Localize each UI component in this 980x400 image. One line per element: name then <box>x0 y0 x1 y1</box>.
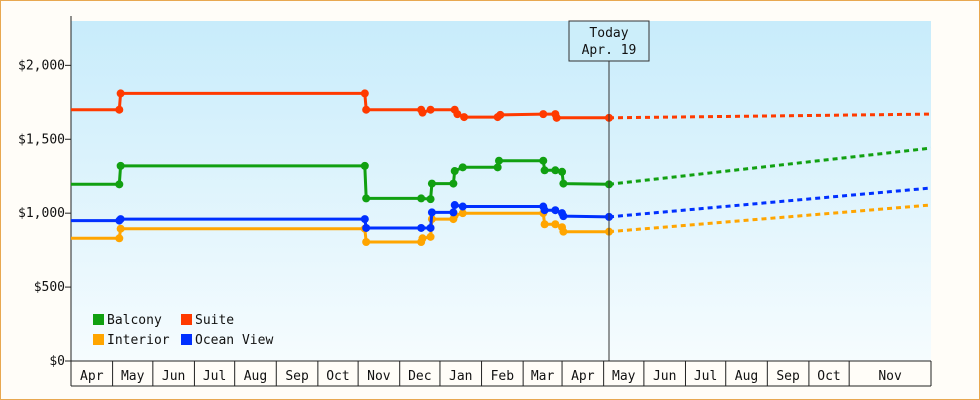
data-point-suite <box>115 105 124 114</box>
data-point-balcony <box>449 179 458 188</box>
data-point-interior <box>426 232 435 241</box>
legend-swatch-balcony <box>93 314 104 325</box>
x-tick-label: Jan <box>449 369 472 384</box>
data-point-suite <box>496 110 505 119</box>
data-point-balcony <box>493 163 502 172</box>
data-point-balcony <box>450 167 459 176</box>
today-box <box>568 20 650 62</box>
x-tick-label: Nov <box>878 369 902 384</box>
data-point-ocean-view <box>458 202 467 211</box>
x-tick-label: Jun <box>162 369 185 384</box>
data-point-balcony <box>458 163 467 172</box>
data-point-interior <box>418 234 427 243</box>
series-lines <box>71 89 932 246</box>
data-point-balcony <box>427 179 436 188</box>
x-tick-label: May <box>121 369 145 384</box>
y-tick-label: $0 <box>49 354 65 369</box>
x-tick-label: Sep <box>776 369 800 384</box>
data-point-balcony <box>115 180 124 189</box>
x-tick-label: Apr <box>571 369 595 384</box>
y-tick-label: $500 <box>34 280 65 295</box>
data-point-balcony <box>559 179 568 188</box>
legend-label-suite: Suite <box>195 313 234 328</box>
legend-swatch-suite <box>181 314 192 325</box>
data-point-ocean-view <box>426 223 435 232</box>
data-point-suite <box>360 89 369 98</box>
x-tick-label: May <box>612 369 636 384</box>
data-point-ocean-view <box>116 215 125 224</box>
legend-label-balcony: Balcony <box>107 313 162 328</box>
data-point-balcony <box>551 166 560 175</box>
data-point-ocean-view <box>427 208 436 217</box>
data-point-suite <box>426 105 435 114</box>
projection-line-balcony <box>608 146 932 186</box>
data-point-interior <box>559 227 568 236</box>
data-point-suite <box>418 108 427 117</box>
data-point-ocean-view <box>559 212 568 221</box>
data-point-balcony <box>426 195 435 204</box>
data-point-balcony <box>540 166 549 175</box>
data-point-interior <box>551 220 560 229</box>
series-ocean-view <box>71 186 932 232</box>
data-point-suite <box>552 113 561 122</box>
data-point-suite <box>539 110 548 119</box>
y-tick-label: $2,000 <box>18 58 65 73</box>
data-point-ocean-view <box>540 206 549 215</box>
x-tick-label: Sep <box>285 369 309 384</box>
data-point-balcony <box>494 156 503 165</box>
data-point-balcony <box>539 156 548 165</box>
x-tick-label: Dec <box>408 369 431 384</box>
x-tick-label: Apr <box>80 369 104 384</box>
today-marker: Today Apr. 19 <box>568 20 650 361</box>
x-tick-label: Oct <box>326 369 349 384</box>
plot-area <box>71 21 931 361</box>
x-tick-label: Nov <box>367 369 391 384</box>
data-point-balcony <box>362 194 371 203</box>
legend-swatch-interior <box>93 334 104 345</box>
data-point-interior <box>362 238 371 246</box>
data-point-ocean-view <box>449 208 458 217</box>
x-tick-label: Feb <box>491 369 515 384</box>
data-point-ocean-view <box>362 223 371 232</box>
series-suite <box>71 89 932 122</box>
x-tick-label: Jul <box>694 369 717 384</box>
data-point-balcony <box>417 194 426 203</box>
data-point-interior <box>116 224 125 233</box>
x-tick-label: Aug <box>244 369 267 384</box>
legend-label-ocean-view: Ocean View <box>195 333 273 348</box>
data-point-ocean-view <box>360 215 369 224</box>
series-balcony <box>71 146 932 204</box>
x-tick-label: Aug <box>735 369 758 384</box>
y-tick-label: $1,000 <box>18 206 65 221</box>
x-tick-label: Jun <box>653 369 676 384</box>
today-date: Apr. 19 <box>582 43 637 58</box>
x-tick-label: Oct <box>817 369 840 384</box>
data-point-balcony <box>360 161 369 170</box>
data-point-suite <box>453 110 462 119</box>
data-point-interior <box>115 234 124 243</box>
data-point-interior <box>458 209 467 218</box>
data-point-suite <box>460 113 469 122</box>
data-point-ocean-view <box>450 201 459 210</box>
x-axis: Apr May Jun Jul Aug Sep Oct Nov Dec Jan Feb Mar Apr M… <box>70 360 932 387</box>
data-point-suite <box>362 105 371 114</box>
today-label: Today <box>589 26 628 41</box>
legend: Balcony Suite Interior Ocean View <box>93 313 273 348</box>
legend-swatch-ocean-view <box>181 334 192 345</box>
legend-label-interior: Interior <box>107 333 170 348</box>
data-point-balcony <box>116 161 125 170</box>
data-point-suite <box>116 89 125 98</box>
y-tick-label: $1,500 <box>18 132 65 147</box>
y-axis: $0 $500 $1,000 $1,500 $2,000 <box>18 16 72 369</box>
data-point-balcony <box>558 167 567 176</box>
data-point-ocean-view <box>551 206 560 215</box>
data-point-ocean-view <box>417 223 426 232</box>
data-point-interior <box>540 220 549 229</box>
x-tick-label: Mar <box>531 369 555 384</box>
x-tick-label: Jul <box>203 369 226 384</box>
